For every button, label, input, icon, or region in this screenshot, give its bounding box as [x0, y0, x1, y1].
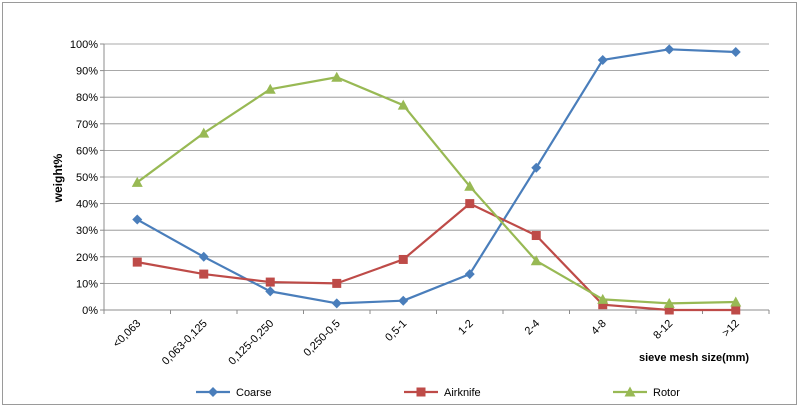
data-point	[198, 127, 210, 138]
data-point	[597, 54, 608, 65]
legend-item-rotor: Rotor	[613, 386, 680, 399]
series-lines	[131, 44, 742, 315]
y-tick-label: 80%	[76, 92, 98, 104]
x-tick-label: 0,063-0,125	[160, 318, 210, 368]
series-line	[136, 48, 736, 305]
y-tick-label: 20%	[76, 252, 98, 264]
data-point	[597, 293, 609, 304]
series-coarse	[132, 44, 741, 309]
data-point	[465, 199, 475, 209]
gridlines	[104, 43, 769, 284]
legend-label: Airknife	[444, 387, 481, 399]
legend-item-airknife: Airknife	[404, 387, 481, 399]
data-point	[464, 269, 475, 280]
data-point	[664, 44, 675, 55]
data-point	[624, 386, 636, 397]
data-point	[731, 305, 741, 315]
x-tick-label: 1-2	[456, 318, 476, 338]
y-tick-label: 0%	[82, 305, 98, 317]
legend: Coarse Airknife Rotor	[196, 386, 680, 399]
data-point	[598, 300, 608, 310]
legend-item-coarse: Coarse	[196, 387, 271, 399]
x-axis-label: sieve mesh size(mm)	[639, 352, 749, 364]
y-tick-label: 90%	[76, 66, 98, 78]
x-tick-label: 8-12	[651, 318, 675, 342]
y-tick-label: 100%	[70, 39, 98, 51]
x-tick-label: 0,125-0,250	[226, 318, 276, 368]
y-tick-label: 30%	[76, 225, 98, 237]
series-rotor	[131, 71, 742, 308]
x-tick-label: 4-8	[589, 318, 609, 338]
series-airknife	[132, 199, 741, 315]
data-point	[332, 278, 342, 288]
x-tick-label: 0,5-1	[383, 318, 409, 344]
y-tick-label: 40%	[76, 199, 98, 211]
data-point	[198, 251, 209, 262]
data-point	[531, 162, 542, 173]
legend-label: Rotor	[653, 387, 680, 399]
y-tick-label: 70%	[76, 119, 98, 131]
data-point	[730, 46, 741, 57]
data-point	[265, 277, 275, 287]
data-point	[331, 298, 342, 309]
data-point	[132, 214, 143, 225]
data-point	[208, 387, 218, 397]
data-point	[531, 231, 541, 241]
data-point	[730, 296, 742, 307]
data-point	[265, 286, 276, 297]
x-tick-label: 2-4	[523, 318, 543, 338]
data-point	[132, 257, 142, 267]
data-point	[416, 387, 426, 397]
y-tick-label: 10%	[76, 278, 98, 290]
x-tick-label: >12	[720, 318, 742, 340]
x-tick-label: 0,250-0,5	[302, 318, 343, 359]
data-point	[664, 305, 674, 315]
y-tick-labels: 0% 10% 20% 30% 40% 50% 60% 70% 80% 90% 100%	[70, 39, 98, 317]
data-point	[331, 71, 343, 82]
data-point	[199, 269, 209, 279]
x-tick-label: <0,063	[111, 318, 143, 350]
data-point	[398, 295, 409, 306]
data-point	[397, 99, 409, 110]
data-point	[264, 83, 276, 94]
y-axis-label: weight%	[51, 153, 65, 203]
data-point	[131, 176, 143, 187]
data-point	[398, 254, 408, 264]
data-point	[530, 255, 542, 266]
y-tick-label: 50%	[76, 172, 98, 184]
series-line	[136, 76, 736, 305]
data-point	[663, 297, 675, 308]
y-tick-label: 60%	[76, 145, 98, 157]
series-line	[137, 202, 736, 312]
legend-label: Coarse	[236, 387, 271, 399]
data-point	[464, 180, 476, 191]
